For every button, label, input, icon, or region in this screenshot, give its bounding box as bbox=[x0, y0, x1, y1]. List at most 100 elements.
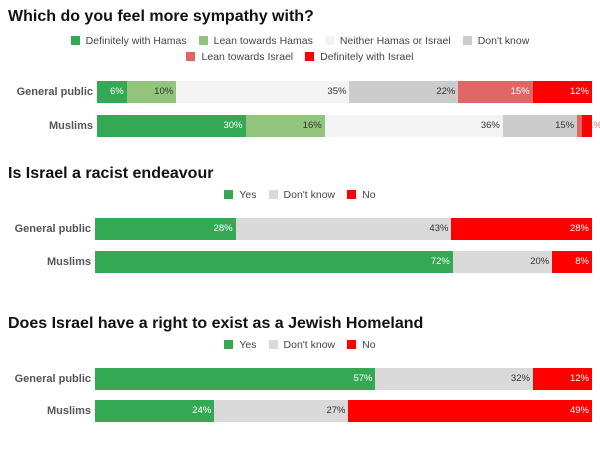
legend-item[interactable]: Definitely with Israel bbox=[305, 49, 414, 65]
legend-label: Lean towards Israel bbox=[201, 51, 294, 63]
legend-swatch bbox=[268, 340, 278, 349]
legend-label: Definitely with Hamas bbox=[85, 35, 187, 47]
bar-segment[interactable]: 10% bbox=[126, 81, 177, 103]
legend-swatch bbox=[462, 36, 472, 45]
stacked-bar: 24% 27% 49% bbox=[95, 400, 592, 422]
data-label: 28% bbox=[569, 223, 589, 234]
bar-segment[interactable]: 43% bbox=[235, 218, 452, 240]
legend-swatch bbox=[305, 52, 315, 61]
data-label: 36% bbox=[480, 120, 500, 131]
bar-segment[interactable]: 36% bbox=[324, 115, 503, 137]
data-label: 49% bbox=[569, 405, 589, 416]
bar-segment[interactable]: 12% bbox=[532, 81, 592, 103]
data-label: 28% bbox=[213, 223, 233, 234]
data-label: 6% bbox=[109, 86, 124, 97]
data-label: 22% bbox=[436, 86, 456, 97]
legend-swatch bbox=[224, 340, 234, 349]
legend-label: Yes bbox=[239, 189, 257, 201]
legend-label: Neither Hamas or Israel bbox=[339, 35, 451, 47]
stacked-bar: 72% 20% 8% bbox=[95, 251, 592, 273]
stacked-bar: 28% 43% 28% bbox=[95, 218, 592, 240]
legend-item[interactable]: Lean towards Hamas bbox=[198, 33, 313, 49]
legend-swatch bbox=[186, 52, 196, 61]
data-label: 15% bbox=[510, 86, 530, 97]
data-label: 20% bbox=[530, 256, 550, 267]
legend-label: Lean towards Hamas bbox=[213, 35, 313, 47]
bar-segment[interactable]: 6% bbox=[97, 81, 127, 103]
bar-segment[interactable]: 28% bbox=[451, 218, 592, 240]
legend-item[interactable]: Don't know bbox=[462, 33, 530, 49]
data-label: 16% bbox=[302, 120, 322, 131]
legend: Definitely with Hamas Lean towards Hamas N… bbox=[0, 33, 600, 49]
legend-swatch bbox=[268, 190, 278, 199]
legend-swatch bbox=[347, 340, 357, 349]
data-label: 32% bbox=[510, 373, 530, 384]
legend-item[interactable]: Yes bbox=[224, 187, 257, 203]
bar-segment[interactable]: 15% bbox=[502, 115, 578, 137]
stacked-bar: 6% 10% 35% 22% 15% 12% bbox=[97, 81, 592, 103]
bar-segment[interactable]: 49% bbox=[348, 400, 592, 422]
category-label: Muslims bbox=[46, 256, 91, 268]
data-label: 35% bbox=[327, 86, 347, 97]
data-label: 57% bbox=[353, 373, 373, 384]
legend-swatch bbox=[198, 36, 208, 45]
category-label: General public bbox=[14, 373, 91, 385]
bar-segment[interactable]: 30% bbox=[97, 115, 246, 137]
legend-label: No bbox=[362, 339, 376, 351]
bar-segment[interactable]: 16% bbox=[245, 115, 325, 137]
legend-swatch bbox=[347, 190, 357, 199]
data-label: 24% bbox=[192, 405, 212, 416]
chart-title: Is Israel a racist endeavour bbox=[8, 165, 214, 182]
chart-title: Does Israel have a right to exist as a J… bbox=[8, 315, 424, 332]
stacked-bar: 30% 16% 36% 15% 1%2% bbox=[97, 115, 600, 137]
data-label: 43% bbox=[429, 223, 449, 234]
legend: Lean towards Israel Definitely with Israe… bbox=[0, 49, 600, 65]
data-label: 1% bbox=[588, 120, 600, 131]
bar-segment[interactable]: 15% bbox=[458, 81, 533, 103]
legend-label: Don't know bbox=[283, 339, 336, 351]
legend: Yes Don't know No bbox=[0, 187, 600, 203]
bar-segment[interactable]: 32% bbox=[375, 368, 533, 390]
legend-label: Yes bbox=[239, 339, 257, 351]
data-label: 8% bbox=[575, 256, 589, 267]
chart-title: Which do you feel more sympathy with? bbox=[8, 8, 314, 25]
bar-segment[interactable]: 22% bbox=[349, 81, 459, 103]
legend-item[interactable]: Yes bbox=[224, 337, 257, 353]
data-label: 15% bbox=[555, 120, 575, 131]
bar-segment[interactable]: 28% bbox=[95, 218, 236, 240]
legend-item[interactable]: Definitely with Hamas bbox=[70, 33, 187, 49]
legend-label: No bbox=[362, 189, 376, 201]
bar-segment[interactable]: 24% bbox=[95, 400, 215, 422]
category-label: General public bbox=[14, 223, 91, 235]
legend-item[interactable]: No bbox=[347, 187, 376, 203]
legend-swatch bbox=[70, 36, 80, 45]
category-label: General public bbox=[16, 86, 93, 98]
legend: Yes Don't know No bbox=[0, 337, 600, 353]
bar-segment[interactable]: 20% bbox=[452, 251, 553, 273]
legend-label: Don't know bbox=[477, 35, 530, 47]
bar-segment[interactable]: 2% bbox=[582, 115, 592, 137]
bar-segment[interactable]: 35% bbox=[176, 81, 350, 103]
bar-segment[interactable]: 8% bbox=[552, 251, 592, 273]
bar-segment[interactable]: 12% bbox=[532, 368, 592, 390]
legend-item[interactable]: Lean towards Israel bbox=[186, 49, 293, 65]
bar-segment[interactable]: 57% bbox=[95, 368, 376, 390]
legend-swatch bbox=[224, 190, 234, 199]
legend-item[interactable]: No bbox=[347, 337, 376, 353]
data-label: 27% bbox=[326, 405, 346, 416]
category-label: Muslims bbox=[46, 405, 91, 417]
legend-label: Don't know bbox=[283, 189, 336, 201]
legend-item[interactable]: Don't know bbox=[268, 337, 336, 353]
legend-label: Definitely with Israel bbox=[320, 51, 414, 63]
bar-segment[interactable]: 72% bbox=[95, 251, 453, 273]
data-label: 30% bbox=[223, 120, 243, 131]
legend-swatch bbox=[324, 36, 334, 45]
category-label: Muslims bbox=[48, 120, 93, 132]
legend-item[interactable]: Don't know bbox=[268, 187, 336, 203]
bar-segment[interactable]: 1% bbox=[577, 115, 600, 137]
bar-segment[interactable]: 27% bbox=[214, 400, 349, 422]
data-label: 72% bbox=[430, 256, 450, 267]
stacked-bar: 57% 32% 12% bbox=[95, 368, 592, 390]
data-label: 10% bbox=[154, 86, 174, 97]
legend-item[interactable]: Neither Hamas or Israel bbox=[324, 33, 451, 49]
